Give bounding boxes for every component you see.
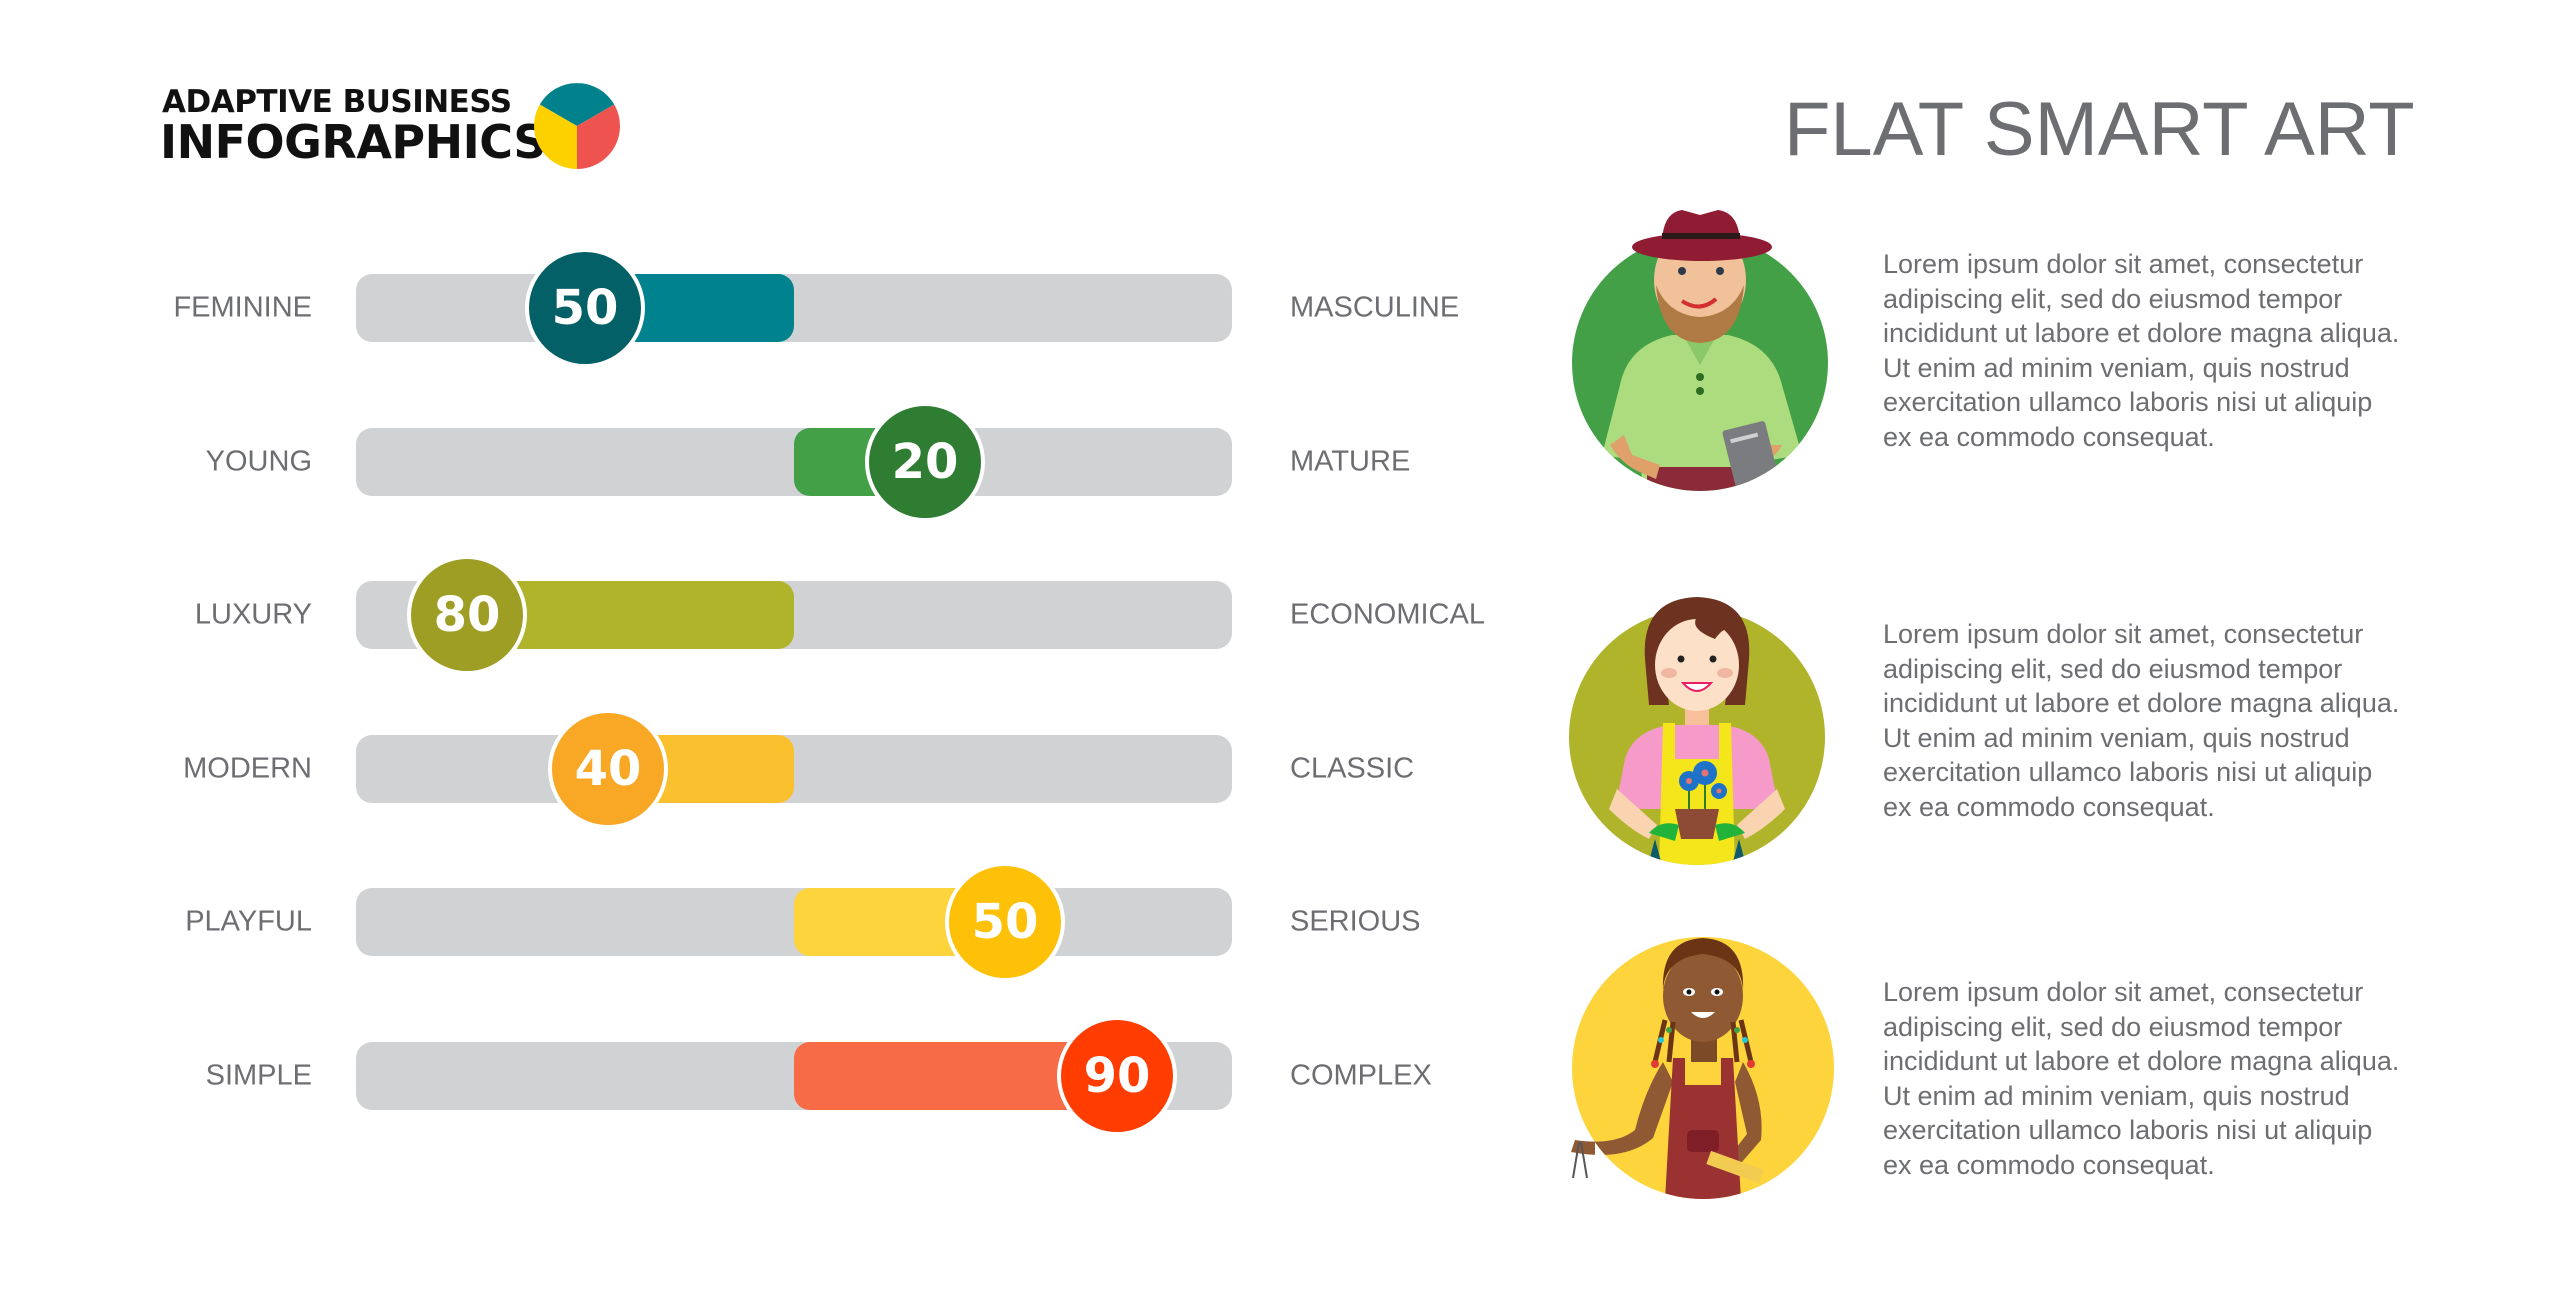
logo-title-line1: ADAPTIVE BUSINESS [162, 84, 512, 120]
slider-track [356, 735, 1232, 803]
value-knob[interactable]: 50 [525, 248, 645, 368]
value-knob[interactable]: 90 [1057, 1016, 1177, 1136]
man-with-hat-avatar [1572, 210, 1828, 491]
right-trait-label: CLASSIC [1290, 752, 1415, 785]
right-trait-label: MASCULINE [1290, 291, 1460, 324]
value-knob[interactable]: 20 [865, 402, 985, 522]
profile-description: Lorem ipsum dolor sit amet, consectetur … [1883, 249, 2400, 452]
left-trait-label: LUXURY [194, 598, 312, 631]
left-trait-label: MODERN [183, 752, 312, 785]
girl-student-avatar [1571, 937, 1834, 1200]
value-knob[interactable]: 80 [407, 555, 527, 675]
right-trait-label: ECONOMICAL [1290, 598, 1485, 631]
girl-student-icon [1571, 937, 1834, 1200]
right-trait-label: COMPLEX [1290, 1059, 1432, 1092]
profile-description: Lorem ipsum dolor sit amet, consectetur … [1883, 977, 2400, 1180]
left-trait-label: SIMPLE [205, 1059, 312, 1092]
value-knob[interactable]: 50 [945, 862, 1065, 982]
right-trait-label: SERIOUS [1290, 905, 1421, 938]
right-trait-label: MATURE [1290, 445, 1411, 478]
left-trait-label: PLAYFUL [185, 905, 312, 938]
woman-gardener-icon [1569, 597, 1825, 865]
profile-description: Lorem ipsum dolor sit amet, consectetur … [1883, 619, 2400, 822]
woman-gardener-avatar [1569, 597, 1825, 865]
man-with-hat-icon [1572, 210, 1828, 491]
left-trait-label: YOUNG [205, 445, 312, 478]
logo-title-line2: INFOGRAPHICS [160, 115, 547, 169]
page-title: FLAT SMART ART [1784, 87, 2415, 172]
pie-chart-icon [534, 83, 620, 169]
slider-track [356, 274, 1232, 342]
left-trait-label: FEMININE [173, 291, 312, 324]
value-knob[interactable]: 40 [548, 709, 668, 829]
